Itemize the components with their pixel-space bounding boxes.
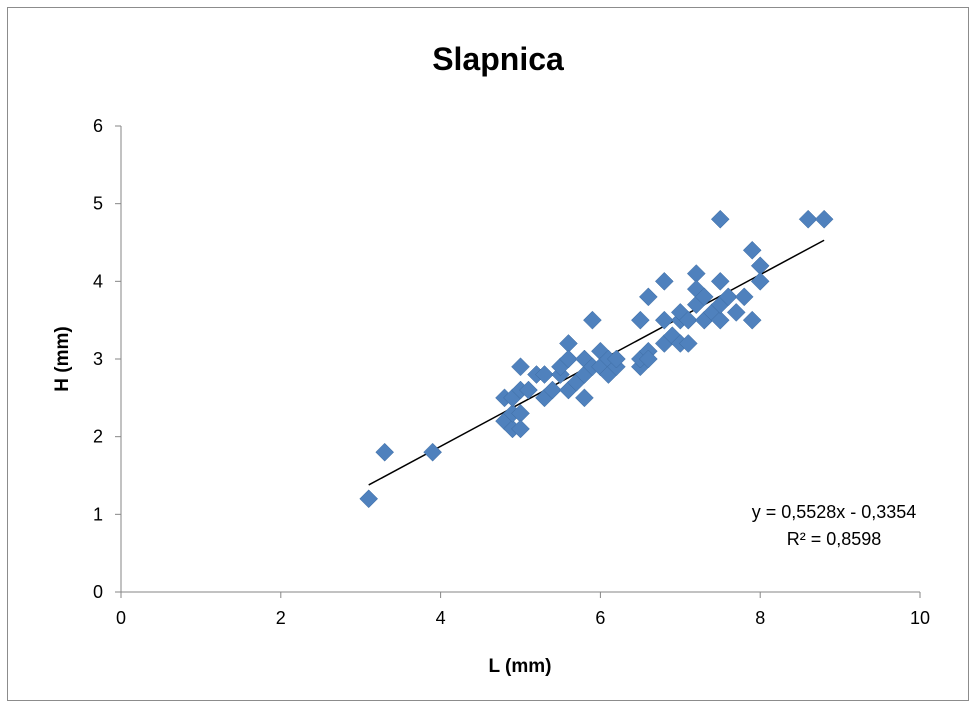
chart-frame: Slapnica 0 2 4 6 8 10 0 1 2 3 4 5 6 L (mm) H (mm) y … <box>7 7 969 701</box>
x-tick-label: 0 <box>116 608 126 628</box>
x-axis-label: L (mm) <box>489 656 552 677</box>
x-tick-label: 4 <box>436 608 446 628</box>
data-point <box>654 310 674 330</box>
data-point <box>423 442 442 462</box>
y-tick-label: 3 <box>93 349 103 369</box>
data-point <box>718 287 738 307</box>
data-point <box>654 271 674 291</box>
data-point <box>583 310 602 330</box>
y-tick-label: 1 <box>93 504 103 524</box>
data-point <box>375 442 395 462</box>
data-point <box>630 310 650 330</box>
y-axis-label: H (mm) <box>52 326 73 391</box>
data-point <box>742 310 762 330</box>
y-tick-label: 2 <box>93 427 103 447</box>
y-tick-label: 4 <box>93 271 103 291</box>
data-point <box>678 334 698 353</box>
y-tick-label: 0 <box>93 582 103 602</box>
x-tick-label: 2 <box>276 608 286 628</box>
y-tick-label: 6 <box>93 116 103 136</box>
data-point <box>638 349 658 369</box>
data-point <box>694 287 714 307</box>
data-point <box>638 287 658 307</box>
trendline-equation: y = 0,5528x - 0,3354 <box>752 502 917 522</box>
data-point <box>359 489 379 509</box>
data-point <box>535 365 554 384</box>
data-point <box>543 380 562 400</box>
data-point <box>575 388 594 408</box>
data-points <box>359 209 834 509</box>
data-point <box>798 209 818 229</box>
data-point <box>559 349 578 369</box>
y-tick-label: 5 <box>93 194 103 214</box>
data-point <box>750 271 770 291</box>
data-point <box>511 419 530 439</box>
trendline-r-squared: R² = 0,8598 <box>787 529 882 549</box>
scatter-chart: Slapnica 0 2 4 6 8 10 0 1 2 3 4 5 6 L (mm) H (mm) y … <box>52 41 930 677</box>
x-tick-label: 10 <box>910 608 930 628</box>
data-point <box>511 357 530 377</box>
data-point <box>814 209 834 229</box>
data-point <box>519 380 538 400</box>
data-point <box>742 240 762 260</box>
data-point <box>734 287 754 307</box>
x-tick-label: 6 <box>595 608 605 628</box>
x-tick-label: 8 <box>755 608 765 628</box>
chart-title: Slapnica <box>432 41 564 77</box>
data-point <box>726 303 746 322</box>
data-point <box>710 271 730 291</box>
data-point <box>607 349 626 369</box>
data-point <box>710 310 730 330</box>
data-point <box>678 310 698 330</box>
ticks: 0 2 4 6 8 10 0 1 2 3 4 5 6 <box>93 116 930 628</box>
data-point <box>710 209 730 229</box>
